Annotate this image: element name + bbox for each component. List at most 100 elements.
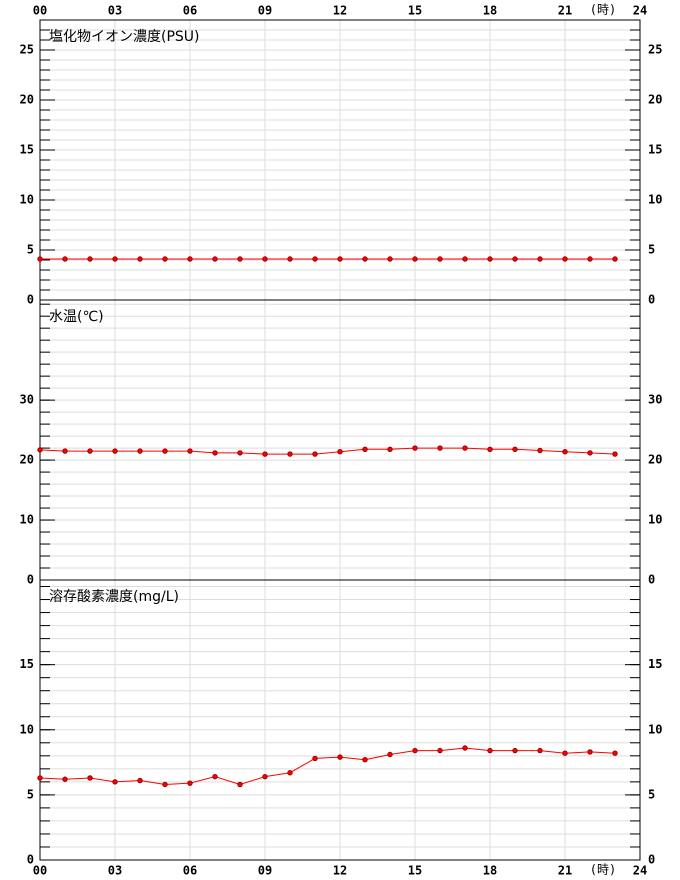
data-point [162, 448, 168, 454]
x-tick-label: 09 [258, 4, 272, 18]
x-tick-label: 24 [633, 864, 647, 878]
panel-title: 溶存酸素濃度(mg/L) [49, 589, 179, 605]
y-tick-label-right: 5 [648, 787, 655, 801]
data-point [337, 754, 343, 760]
x-tick-label: 18 [483, 864, 497, 878]
y-tick-label: 20 [20, 93, 34, 107]
x-tick-label: 09 [258, 864, 272, 878]
data-point [587, 450, 593, 456]
data-point [112, 256, 118, 262]
data-point [312, 256, 318, 262]
data-point [537, 447, 543, 454]
x-axis-label: (時) [590, 863, 616, 877]
x-axis-label: (時) [590, 3, 616, 17]
data-point [462, 256, 468, 262]
y-tick-label-right: 0 [648, 573, 655, 587]
data-point [112, 448, 118, 454]
data-point [62, 776, 68, 782]
series-line [39, 447, 616, 455]
data-point [262, 451, 268, 457]
data-point [287, 256, 293, 262]
data-point [312, 451, 318, 457]
data-point [162, 256, 168, 262]
data-point [137, 777, 143, 784]
y-tick-label: 5 [27, 787, 34, 801]
y-tick-label: 20 [20, 453, 34, 467]
data-point [237, 781, 243, 788]
data-point [362, 757, 368, 763]
data-point [162, 781, 168, 788]
data-point [512, 446, 518, 452]
x-tick-label: 21 [558, 4, 572, 18]
y-tick-label-right: 25 [648, 43, 662, 57]
y-tick-label-right: 30 [648, 393, 662, 407]
data-point [562, 750, 568, 756]
data-point [362, 256, 368, 262]
data-point [62, 448, 68, 454]
y-tick-label: 10 [20, 513, 34, 527]
y-tick-label: 15 [20, 657, 34, 671]
data-point [87, 448, 93, 454]
y-tick-label-right: 10 [648, 193, 662, 207]
data-point [612, 256, 618, 262]
data-point [87, 775, 93, 781]
y-tick-label-right: 15 [648, 143, 662, 157]
data-point [37, 447, 43, 453]
series-line [39, 747, 616, 785]
x-tick-label: 12 [333, 864, 347, 878]
y-tick-label-right: 5 [648, 243, 655, 257]
y-tick-label-right: 10 [648, 722, 662, 736]
data-point [287, 451, 293, 457]
x-tick-label: 06 [183, 4, 197, 18]
y-tick-label: 0 [27, 853, 34, 867]
y-tick-label-right: 15 [648, 657, 662, 671]
data-point [362, 446, 368, 452]
data-point [537, 256, 543, 262]
y-tick-label: 0 [27, 293, 34, 307]
data-point [387, 256, 393, 262]
data-point [437, 256, 443, 262]
y-tick-label: 10 [20, 193, 34, 207]
data-point [537, 747, 543, 754]
data-point [337, 256, 343, 262]
data-point [212, 773, 218, 780]
y-tick-label: 30 [20, 393, 34, 407]
data-point [287, 770, 293, 776]
y-tick-label-right: 20 [648, 93, 662, 107]
data-point [562, 256, 568, 262]
plot-frame [39, 579, 641, 861]
y-tick-label-right: 0 [648, 853, 655, 867]
y-tick-label: 15 [20, 143, 34, 157]
data-point [237, 450, 243, 456]
panel-title: 水温(℃) [49, 309, 104, 325]
data-point [487, 446, 493, 452]
data-point [437, 445, 443, 451]
data-point [562, 448, 568, 455]
x-tick-label: 00 [33, 4, 47, 18]
data-point [62, 256, 68, 262]
x-tick-label: 03 [108, 864, 122, 878]
y-tick-label: 25 [20, 43, 34, 57]
y-tick-label-right: 10 [648, 513, 662, 527]
data-point [612, 451, 618, 457]
data-point [462, 745, 468, 751]
data-point [437, 747, 443, 754]
data-point [462, 445, 468, 451]
y-tick-label: 0 [27, 573, 34, 587]
data-point [587, 749, 593, 755]
data-point [112, 779, 118, 785]
panel-title: 塩化物イオン濃度(PSU) [49, 29, 200, 45]
data-point [387, 751, 393, 758]
y-tick-label-right: 20 [648, 453, 662, 467]
data-point [212, 450, 218, 456]
y-tick-label-right: 0 [648, 293, 655, 307]
x-tick-label: 15 [408, 864, 422, 878]
data-point [187, 780, 193, 786]
data-point [612, 750, 618, 756]
data-point [587, 256, 593, 262]
x-tick-label: 03 [108, 4, 122, 18]
x-tick-label: 24 [633, 4, 647, 18]
x-tick-label: 21 [558, 864, 572, 878]
data-point [262, 256, 268, 262]
